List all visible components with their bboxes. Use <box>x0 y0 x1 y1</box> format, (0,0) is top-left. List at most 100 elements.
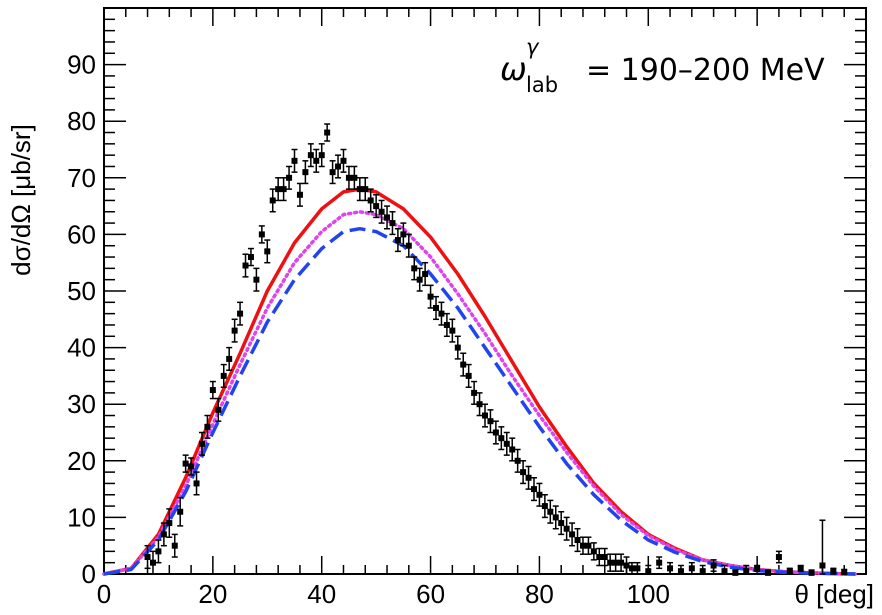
data-point <box>389 220 396 227</box>
data-point <box>454 344 461 351</box>
data-point <box>628 565 635 572</box>
data-point <box>335 163 342 170</box>
data-point <box>688 565 695 572</box>
data-point <box>808 569 815 576</box>
x-tick-label: 80 <box>525 579 554 609</box>
data-point <box>623 562 630 569</box>
data-point <box>247 254 254 261</box>
data-point <box>732 569 739 576</box>
data-point <box>558 520 565 527</box>
data-point <box>405 242 412 249</box>
x-tick-label: 0 <box>97 579 111 609</box>
annotation-omega: ω <box>500 50 527 88</box>
y-tick-label: 80 <box>67 106 96 136</box>
data-point <box>226 355 233 362</box>
data-point <box>667 565 674 572</box>
data-point <box>296 191 303 198</box>
data-point <box>460 361 467 368</box>
data-point <box>601 554 608 561</box>
data-point <box>400 231 407 238</box>
data-point <box>618 559 625 566</box>
data-point <box>465 372 472 379</box>
data-point <box>378 208 385 215</box>
y-tick-label: 10 <box>67 502 96 532</box>
data-point <box>411 265 418 272</box>
data-point <box>253 276 260 283</box>
annotation-superscript: γ <box>526 35 540 59</box>
data-point <box>264 248 271 255</box>
y-tick-label: 20 <box>67 446 96 476</box>
data-point <box>797 565 804 572</box>
curve-blue-dashed <box>103 226 856 576</box>
y-axis-title: dσ/dΩ [μb/sr] <box>6 124 36 276</box>
data-point <box>492 429 499 436</box>
data-point <box>699 568 706 575</box>
y-tick-label: 40 <box>67 333 96 363</box>
y-tick-label: 50 <box>67 276 96 306</box>
data-point <box>373 203 380 210</box>
data-point <box>677 568 684 575</box>
data-point <box>307 152 314 159</box>
data-point <box>302 169 309 176</box>
data-point <box>525 474 532 481</box>
data-point <box>362 186 369 193</box>
data-point <box>563 525 570 532</box>
data-point <box>237 310 244 317</box>
x-axis-title: θ [deg] <box>794 579 874 609</box>
data-point <box>775 554 782 561</box>
data-point <box>384 214 391 221</box>
x-tick-label: 100 <box>627 579 670 609</box>
data-point <box>552 514 559 521</box>
data-point <box>438 310 445 317</box>
annotation-range: = 190–200 MeV <box>586 53 825 88</box>
data-point <box>313 157 320 164</box>
data-point <box>482 412 488 419</box>
data-point <box>579 542 586 549</box>
data-point <box>433 304 440 311</box>
y-tick-label: 90 <box>67 50 96 80</box>
data-point <box>443 321 450 328</box>
data-point <box>269 197 276 204</box>
data-point <box>569 531 576 538</box>
data-point <box>634 565 641 572</box>
data-point <box>514 457 521 464</box>
data-point <box>318 152 325 159</box>
data-point <box>449 327 456 334</box>
y-tick-label: 0 <box>82 559 96 589</box>
data-point <box>188 463 195 470</box>
data-point <box>509 446 516 453</box>
data-point <box>394 237 401 244</box>
data-point <box>144 554 151 561</box>
x-tick-label: 60 <box>416 579 445 609</box>
data-point <box>656 559 663 566</box>
data-point <box>416 276 423 283</box>
data-point <box>590 548 597 555</box>
y-tick-label: 70 <box>67 163 96 193</box>
data-point <box>819 562 826 569</box>
data-point <box>220 372 227 379</box>
data-point <box>754 565 761 572</box>
data-point <box>503 440 510 447</box>
data-point <box>171 542 178 549</box>
data-point <box>476 401 483 408</box>
y-tick-label: 30 <box>67 389 96 419</box>
data-point <box>209 387 216 394</box>
data-point <box>280 186 287 193</box>
x-tick-label: 20 <box>198 579 227 609</box>
data-point <box>743 568 750 575</box>
data-point <box>498 435 505 442</box>
data-point <box>574 537 581 544</box>
data-point <box>215 406 222 413</box>
data-point <box>830 568 837 575</box>
data-point <box>427 293 434 300</box>
data-point <box>193 480 200 487</box>
data-point <box>329 169 336 176</box>
tick-labels: 0 20 40 60 80 100 0 10 20 30 40 50 60 70 80 90 <box>67 50 670 609</box>
data-point <box>541 503 548 510</box>
data-point <box>351 174 358 181</box>
data-point <box>422 271 429 278</box>
data-point <box>204 423 211 430</box>
data-point <box>182 460 189 467</box>
data-point <box>160 531 167 538</box>
data-point <box>166 520 173 527</box>
